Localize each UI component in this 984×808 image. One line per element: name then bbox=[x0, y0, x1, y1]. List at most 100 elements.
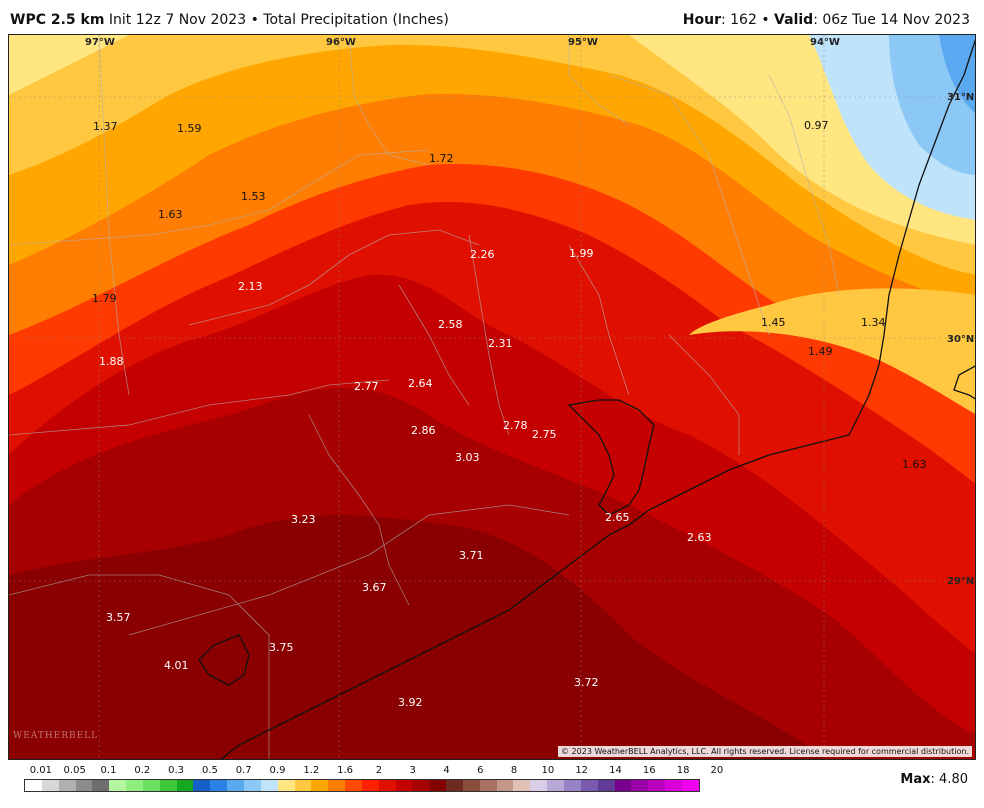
legend-tick-label: 1.6 bbox=[337, 765, 354, 776]
precip-value: 1.63 bbox=[902, 458, 927, 471]
precip-value: 2.64 bbox=[408, 377, 433, 390]
precip-value: 2.77 bbox=[354, 380, 379, 393]
max-value-readout: Max: 4.80 bbox=[900, 772, 968, 787]
precip-value: 1.59 bbox=[177, 122, 202, 135]
legend-tick-label: 6 bbox=[477, 765, 484, 776]
legend-tick-label: 20 bbox=[710, 765, 724, 776]
legend-tick-label: 0.5 bbox=[201, 765, 218, 776]
legend-swatch bbox=[378, 780, 396, 791]
precip-value: 2.75 bbox=[532, 428, 557, 441]
legend-swatch bbox=[260, 780, 278, 791]
valid-value: : 06z Tue 14 Nov 2023 bbox=[813, 12, 970, 28]
precip-value: 1.37 bbox=[93, 120, 118, 133]
precip-value-labels: 1.37 1.59 1.53 1.63 1.72 0.97 2.26 1.99 … bbox=[92, 119, 927, 709]
precip-value: 3.71 bbox=[459, 549, 484, 562]
legend-swatch bbox=[243, 780, 261, 791]
valid-label: Valid bbox=[774, 12, 814, 28]
legend-swatch bbox=[496, 780, 514, 791]
lat-label-29n: 29°N bbox=[947, 576, 974, 587]
legend-swatch bbox=[361, 780, 379, 791]
legend-swatch bbox=[25, 780, 42, 791]
precip-value: 3.92 bbox=[398, 696, 423, 709]
legend-tick-label: 8 bbox=[510, 765, 518, 776]
bullet-separator-2: • bbox=[761, 12, 770, 28]
precip-value: 1.53 bbox=[241, 190, 266, 203]
legend-tick-label: 12 bbox=[575, 765, 589, 776]
legend-tick-label: 10 bbox=[541, 765, 555, 776]
legend-tick-label: 3 bbox=[409, 765, 416, 776]
precip-value: 1.99 bbox=[569, 247, 594, 260]
legend-tick-label: 14 bbox=[609, 765, 622, 776]
header-title: WPC 2.5 km Init 12z 7 Nov 2023 • Total P… bbox=[10, 12, 449, 28]
lon-label-94w: 94°W bbox=[810, 37, 840, 48]
precip-value: 3.75 bbox=[269, 641, 294, 654]
bullet-separator: • bbox=[250, 12, 259, 28]
legend-swatch bbox=[41, 780, 59, 791]
precip-value: 1.88 bbox=[99, 355, 124, 368]
precip-value: 3.03 bbox=[455, 451, 480, 464]
watermark-text: WEATHERBELL bbox=[13, 731, 99, 741]
legend-swatch bbox=[597, 780, 615, 791]
legend-swatch bbox=[681, 780, 699, 791]
hour-value: : 162 bbox=[720, 12, 757, 28]
legend-swatch bbox=[176, 780, 194, 791]
legend-swatch bbox=[126, 780, 143, 791]
product-name: Total Precipitation (Inches) bbox=[263, 12, 449, 28]
legend-swatch bbox=[580, 780, 598, 791]
weatherbell-watermark-logo: WEATHERBELL bbox=[13, 731, 98, 741]
map-canvas: 97°W 96°W 95°W 94°W 31°N 30°N 29°N 1.37 … bbox=[9, 35, 975, 759]
precipitation-map: 97°W 96°W 95°W 94°W 31°N 30°N 29°N 1.37 … bbox=[8, 34, 976, 760]
legend-swatch bbox=[294, 780, 312, 791]
legend-swatch bbox=[92, 780, 110, 791]
legend-swatch bbox=[479, 780, 497, 791]
legend-tick-label: 0.7 bbox=[235, 765, 252, 776]
legend-swatch bbox=[210, 780, 228, 791]
hour-label: Hour bbox=[682, 12, 721, 28]
legend-swatch bbox=[429, 780, 447, 791]
legend-tick-labels: 0.01 0.05 0.1 0.2 0.3 0.5 0.7 0.9 1.2 1.6 2 3 4 6 8 10 1… bbox=[24, 765, 724, 777]
legend-tick-label: 16 bbox=[642, 765, 656, 776]
lon-label-96w: 96°W bbox=[326, 37, 356, 48]
precip-value: 1.63 bbox=[158, 208, 183, 221]
legend-swatch bbox=[109, 780, 127, 791]
precip-value: 0.97 bbox=[804, 119, 829, 132]
legend-swatch bbox=[412, 780, 430, 791]
precip-value: 2.31 bbox=[488, 337, 513, 350]
legend-swatch bbox=[564, 780, 581, 791]
legend-swatch bbox=[631, 780, 649, 791]
legend-swatch bbox=[530, 780, 548, 791]
legend-swatch bbox=[277, 780, 295, 791]
lat-label-30n: 30°N bbox=[947, 334, 974, 345]
model-name: WPC 2.5 km bbox=[10, 12, 105, 28]
legend-swatch bbox=[648, 780, 666, 791]
precip-value: 1.79 bbox=[92, 292, 117, 305]
precip-value: 1.72 bbox=[429, 152, 454, 165]
precip-value: 1.45 bbox=[761, 316, 786, 329]
copyright-notice: © 2023 WeatherBELL Analytics, LLC. All r… bbox=[558, 746, 972, 757]
precip-value: 2.86 bbox=[411, 424, 436, 437]
legend-swatch bbox=[614, 780, 632, 791]
legend-swatch bbox=[75, 780, 93, 791]
legend-swatch bbox=[547, 780, 564, 791]
legend-tick-label: 1.2 bbox=[303, 765, 320, 776]
legend-tick-label: 18 bbox=[676, 765, 690, 776]
legend-tick-label: 0.01 bbox=[29, 765, 53, 776]
legend-swatch bbox=[159, 780, 177, 791]
legend-tick-label: 0.2 bbox=[134, 765, 151, 776]
max-label: Max bbox=[900, 772, 931, 787]
legend-tick-label: 0.3 bbox=[168, 765, 185, 776]
legend-swatch bbox=[665, 780, 682, 791]
legend-tick-label: 0.9 bbox=[269, 765, 286, 776]
precip-legend: 0.01 0.05 0.1 0.2 0.3 0.5 0.7 0.9 1.2 1.6 2 3 4 6 8 10 1… bbox=[0, 762, 984, 808]
precip-value: 2.65 bbox=[605, 511, 630, 524]
header-valid: Hour: 162 • Valid: 06z Tue 14 Nov 2023 bbox=[683, 12, 970, 28]
precip-value: 2.13 bbox=[238, 280, 263, 293]
init-time: Init 12z 7 Nov 2023 bbox=[108, 12, 247, 28]
precip-value: 1.34 bbox=[861, 316, 886, 329]
precip-value: 2.26 bbox=[470, 248, 495, 261]
legend-tick-label: 0.05 bbox=[63, 765, 86, 776]
legend-swatch bbox=[462, 780, 480, 791]
max-value: : 4.80 bbox=[930, 772, 968, 787]
precip-value: 3.23 bbox=[291, 513, 316, 526]
legend-tick-label: 0.1 bbox=[100, 765, 117, 776]
